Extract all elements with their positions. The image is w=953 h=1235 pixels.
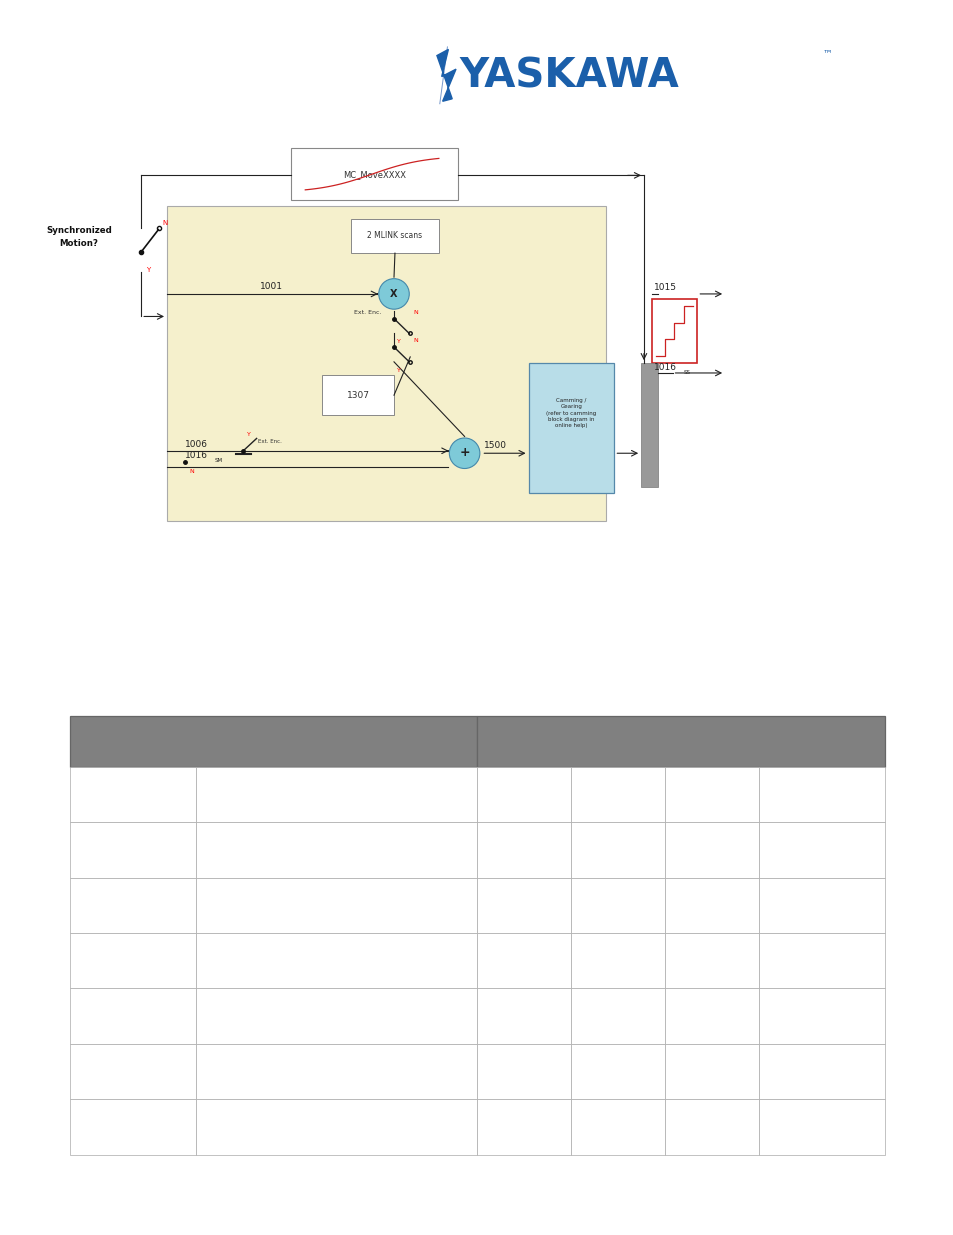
FancyBboxPatch shape (476, 716, 884, 767)
FancyBboxPatch shape (758, 1099, 884, 1155)
Text: 1001: 1001 (259, 282, 282, 291)
Text: 1016: 1016 (185, 451, 208, 461)
Text: N: N (413, 310, 417, 315)
Text: N: N (162, 220, 168, 226)
Text: SM: SM (214, 458, 223, 463)
Text: SS: SS (683, 370, 690, 375)
FancyBboxPatch shape (664, 1099, 758, 1155)
FancyBboxPatch shape (571, 988, 664, 1044)
FancyBboxPatch shape (196, 878, 476, 932)
Text: Camming /
Gearing
(refer to camming
block diagram in
online help): Camming / Gearing (refer to camming bloc… (546, 398, 596, 429)
Text: Y: Y (396, 340, 400, 345)
Text: 1500: 1500 (483, 441, 506, 451)
FancyBboxPatch shape (476, 988, 571, 1044)
FancyBboxPatch shape (476, 823, 571, 878)
FancyBboxPatch shape (70, 1044, 196, 1099)
FancyBboxPatch shape (528, 363, 614, 493)
Text: YASKAWA: YASKAWA (459, 57, 679, 96)
FancyBboxPatch shape (664, 823, 758, 878)
FancyBboxPatch shape (70, 988, 196, 1044)
Text: 1016: 1016 (653, 363, 676, 373)
FancyBboxPatch shape (476, 767, 571, 823)
FancyBboxPatch shape (196, 932, 476, 988)
Text: Y: Y (396, 368, 400, 373)
FancyBboxPatch shape (70, 1099, 196, 1155)
FancyBboxPatch shape (70, 823, 196, 878)
FancyBboxPatch shape (476, 1099, 571, 1155)
FancyBboxPatch shape (196, 767, 476, 823)
FancyBboxPatch shape (571, 823, 664, 878)
FancyBboxPatch shape (758, 988, 884, 1044)
FancyBboxPatch shape (664, 1044, 758, 1099)
FancyBboxPatch shape (758, 932, 884, 988)
FancyBboxPatch shape (640, 363, 658, 487)
Text: MC_MoveXXXX: MC_MoveXXXX (342, 169, 406, 179)
Text: N: N (190, 469, 194, 474)
Text: 2 MLINK scans: 2 MLINK scans (367, 231, 422, 241)
FancyBboxPatch shape (196, 1099, 476, 1155)
Text: +: + (458, 446, 470, 458)
Text: X: X (390, 289, 397, 299)
FancyBboxPatch shape (70, 716, 476, 767)
FancyBboxPatch shape (70, 932, 196, 988)
FancyBboxPatch shape (291, 148, 457, 200)
FancyBboxPatch shape (758, 823, 884, 878)
FancyBboxPatch shape (351, 219, 438, 253)
Text: Ext. Enc.: Ext. Enc. (257, 440, 281, 445)
FancyBboxPatch shape (571, 1044, 664, 1099)
FancyBboxPatch shape (664, 767, 758, 823)
FancyBboxPatch shape (196, 988, 476, 1044)
FancyBboxPatch shape (758, 767, 884, 823)
FancyBboxPatch shape (571, 767, 664, 823)
Text: Y: Y (247, 432, 251, 437)
FancyBboxPatch shape (322, 375, 394, 415)
FancyBboxPatch shape (571, 932, 664, 988)
FancyBboxPatch shape (758, 878, 884, 932)
FancyBboxPatch shape (70, 878, 196, 932)
Text: N: N (413, 338, 417, 343)
FancyBboxPatch shape (571, 1099, 664, 1155)
Ellipse shape (378, 279, 409, 309)
Text: Ext. Enc.: Ext. Enc. (354, 310, 381, 315)
FancyBboxPatch shape (476, 932, 571, 988)
FancyBboxPatch shape (664, 878, 758, 932)
Text: 1015: 1015 (653, 283, 676, 293)
FancyBboxPatch shape (196, 1044, 476, 1099)
FancyBboxPatch shape (196, 823, 476, 878)
FancyBboxPatch shape (571, 878, 664, 932)
FancyBboxPatch shape (664, 932, 758, 988)
Ellipse shape (449, 438, 479, 468)
Polygon shape (436, 49, 456, 101)
FancyBboxPatch shape (167, 206, 605, 521)
Text: 1307: 1307 (346, 390, 370, 400)
FancyBboxPatch shape (476, 878, 571, 932)
Text: ™: ™ (821, 48, 831, 58)
Text: Motion?: Motion? (60, 238, 98, 248)
FancyBboxPatch shape (651, 299, 697, 363)
Text: Y: Y (146, 267, 150, 273)
FancyBboxPatch shape (664, 988, 758, 1044)
FancyBboxPatch shape (476, 1044, 571, 1099)
Text: Synchronized: Synchronized (47, 226, 112, 236)
FancyBboxPatch shape (70, 767, 196, 823)
FancyBboxPatch shape (758, 1044, 884, 1099)
Text: 1006: 1006 (185, 440, 208, 450)
